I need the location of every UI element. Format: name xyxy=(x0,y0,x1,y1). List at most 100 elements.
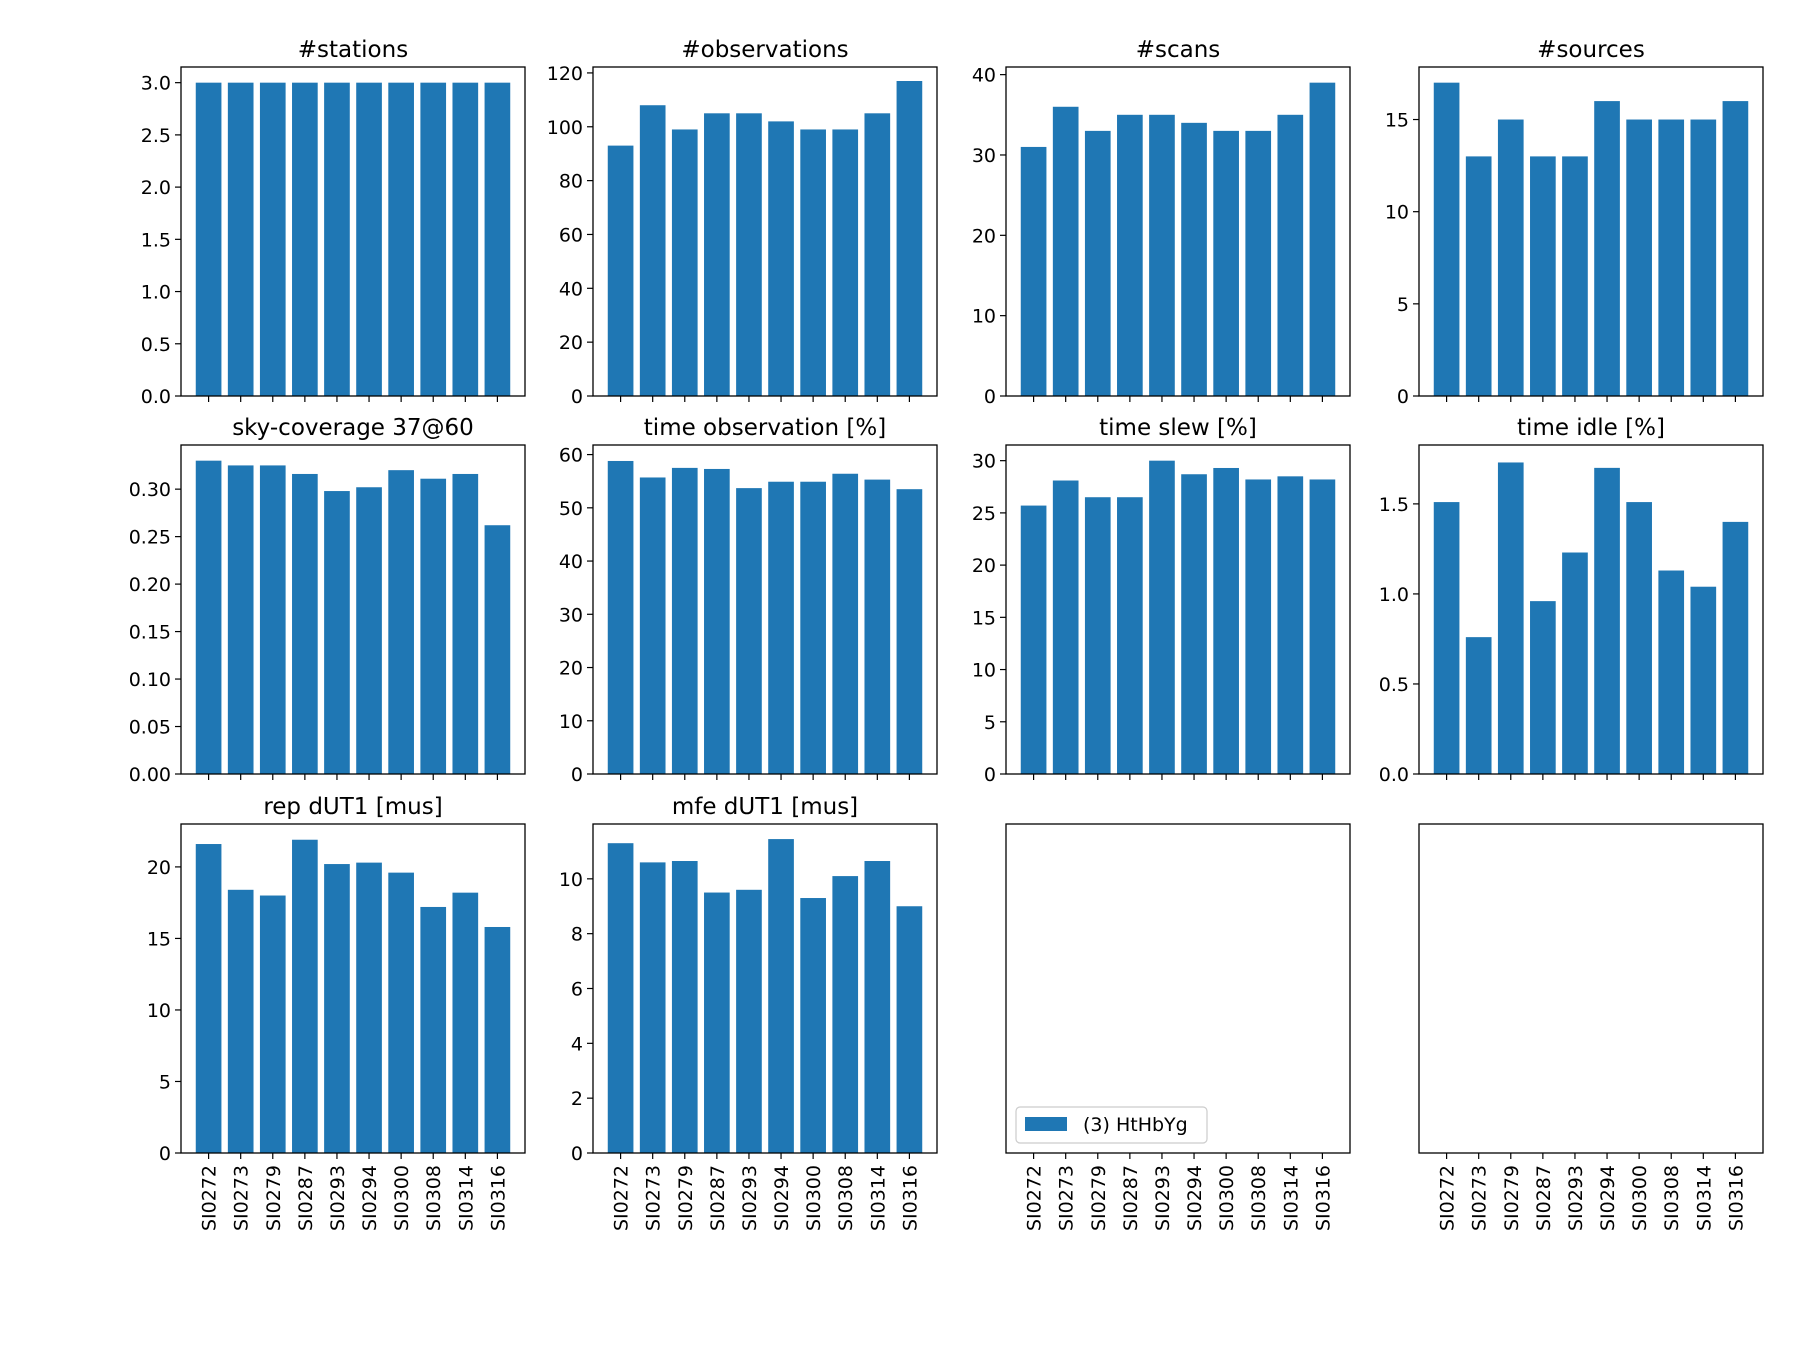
y-tick-label: 10 xyxy=(559,869,583,891)
bar xyxy=(1277,476,1304,774)
bar xyxy=(292,473,318,774)
y-tick-label: 15 xyxy=(1385,110,1409,132)
bar xyxy=(388,470,414,774)
bar xyxy=(736,113,762,397)
bar xyxy=(356,862,382,1153)
bar xyxy=(1245,479,1272,774)
bar xyxy=(1626,502,1652,774)
y-tick-label: 10 xyxy=(972,660,996,682)
y-tick-label: 40 xyxy=(972,65,996,87)
y-tick-label: 1.0 xyxy=(1379,584,1409,606)
x-tick-label: SI0308 xyxy=(1248,1165,1270,1231)
bar xyxy=(1020,505,1047,774)
x-tick-label: SI0272 xyxy=(611,1165,633,1231)
bar xyxy=(452,82,479,397)
y-tick-label: 30 xyxy=(972,451,996,473)
y-tick-label: 0.00 xyxy=(129,764,171,786)
bar xyxy=(1594,467,1620,774)
bar xyxy=(832,129,859,396)
x-tick-label: SI0293 xyxy=(327,1165,349,1231)
axes-frame xyxy=(592,444,938,775)
x-tick-label: SI0314 xyxy=(867,1165,889,1231)
y-tick-label: 1.5 xyxy=(141,229,171,251)
bar xyxy=(1213,467,1239,774)
axes-frame xyxy=(1005,66,1351,397)
bar xyxy=(227,889,254,1153)
y-tick-label: 20 xyxy=(972,555,996,577)
axes-frame xyxy=(1418,823,1764,1154)
bar xyxy=(1181,122,1207,396)
y-tick-label: 2 xyxy=(571,1088,583,1110)
bar xyxy=(324,491,350,774)
bar xyxy=(356,487,382,774)
axes-frame xyxy=(592,823,938,1154)
y-tick-label: 0.15 xyxy=(129,622,171,644)
chart-title: mfe dUT1 [mus] xyxy=(672,794,858,820)
bar xyxy=(452,892,479,1153)
bar xyxy=(864,861,891,1153)
x-tick-label: SI0294 xyxy=(1184,1165,1206,1231)
chart-title: time slew [%] xyxy=(1099,415,1257,441)
bar xyxy=(388,82,414,397)
y-tick-label: 0.0 xyxy=(141,386,171,408)
y-tick-label: 8 xyxy=(571,924,583,946)
bar xyxy=(704,468,730,774)
chart-title: sky-coverage 37@60 xyxy=(232,415,474,441)
bar xyxy=(1277,114,1304,397)
bar xyxy=(639,105,666,396)
x-tick-label: SI0308 xyxy=(835,1165,857,1231)
y-tick-label: 20 xyxy=(147,857,171,879)
x-tick-label: SI0279 xyxy=(263,1165,285,1231)
chart-title: #sources xyxy=(1537,37,1645,63)
bar xyxy=(832,876,859,1153)
y-tick-label: 15 xyxy=(147,928,171,950)
bar xyxy=(195,82,222,397)
axes-frame xyxy=(1418,66,1764,397)
bar xyxy=(1052,106,1079,397)
bar xyxy=(452,473,479,774)
y-tick-label: 10 xyxy=(972,306,996,328)
bar xyxy=(768,481,794,774)
y-tick-label: 10 xyxy=(1385,202,1409,224)
bar xyxy=(607,843,634,1153)
bar xyxy=(1309,479,1336,774)
y-tick-label: 20 xyxy=(972,225,996,247)
y-tick-label: 2.0 xyxy=(141,177,171,199)
bar xyxy=(1213,130,1239,396)
y-tick-label: 15 xyxy=(972,607,996,629)
x-tick-label: SI0316 xyxy=(1312,1165,1334,1231)
bar xyxy=(420,82,447,397)
bar xyxy=(1084,497,1111,774)
x-tick-label: SI0287 xyxy=(1533,1165,1555,1231)
bar xyxy=(1722,101,1749,397)
legend-box xyxy=(1015,1106,1208,1144)
x-tick-label: SI0287 xyxy=(707,1165,729,1231)
bar xyxy=(1149,460,1175,774)
y-tick-label: 0.25 xyxy=(129,527,171,549)
bar xyxy=(259,895,286,1153)
bar xyxy=(736,889,762,1153)
bar xyxy=(259,465,286,774)
x-tick-label: SI0300 xyxy=(1216,1165,1238,1231)
bar xyxy=(292,839,318,1153)
legend-swatch xyxy=(1025,1117,1067,1131)
axes-frame xyxy=(180,66,526,397)
bar xyxy=(1117,114,1143,397)
bar xyxy=(800,129,826,396)
y-tick-label: 25 xyxy=(972,503,996,525)
chart-title: #stations xyxy=(298,37,408,63)
bar xyxy=(1562,552,1588,774)
bar xyxy=(768,839,794,1153)
x-tick-label: SI0308 xyxy=(423,1165,445,1231)
y-tick-label: 2.5 xyxy=(141,125,171,147)
y-tick-label: 0 xyxy=(984,386,996,408)
bar xyxy=(484,82,511,397)
axes-frame xyxy=(180,823,526,1154)
bar xyxy=(1309,82,1336,397)
y-tick-label: 20 xyxy=(559,332,583,354)
y-tick-label: 0.10 xyxy=(129,669,171,691)
bar xyxy=(1020,146,1047,396)
y-tick-label: 0.30 xyxy=(129,479,171,501)
bar xyxy=(1562,156,1588,396)
x-tick-label: SI0316 xyxy=(899,1165,921,1231)
